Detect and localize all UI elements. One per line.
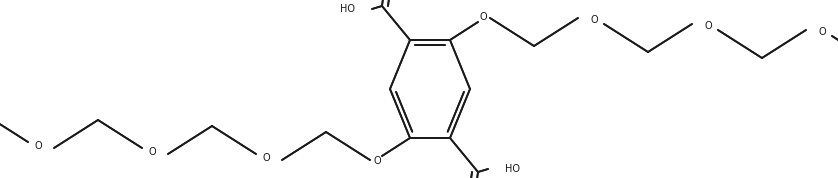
Text: HO: HO	[340, 4, 355, 14]
Text: O: O	[704, 21, 711, 31]
Text: O: O	[34, 141, 42, 151]
Text: O: O	[148, 147, 156, 157]
Text: O: O	[479, 12, 487, 22]
Text: HO: HO	[505, 164, 520, 174]
Text: O: O	[590, 15, 597, 25]
Text: O: O	[373, 156, 380, 166]
Text: O: O	[818, 27, 825, 37]
Text: O: O	[262, 153, 270, 163]
